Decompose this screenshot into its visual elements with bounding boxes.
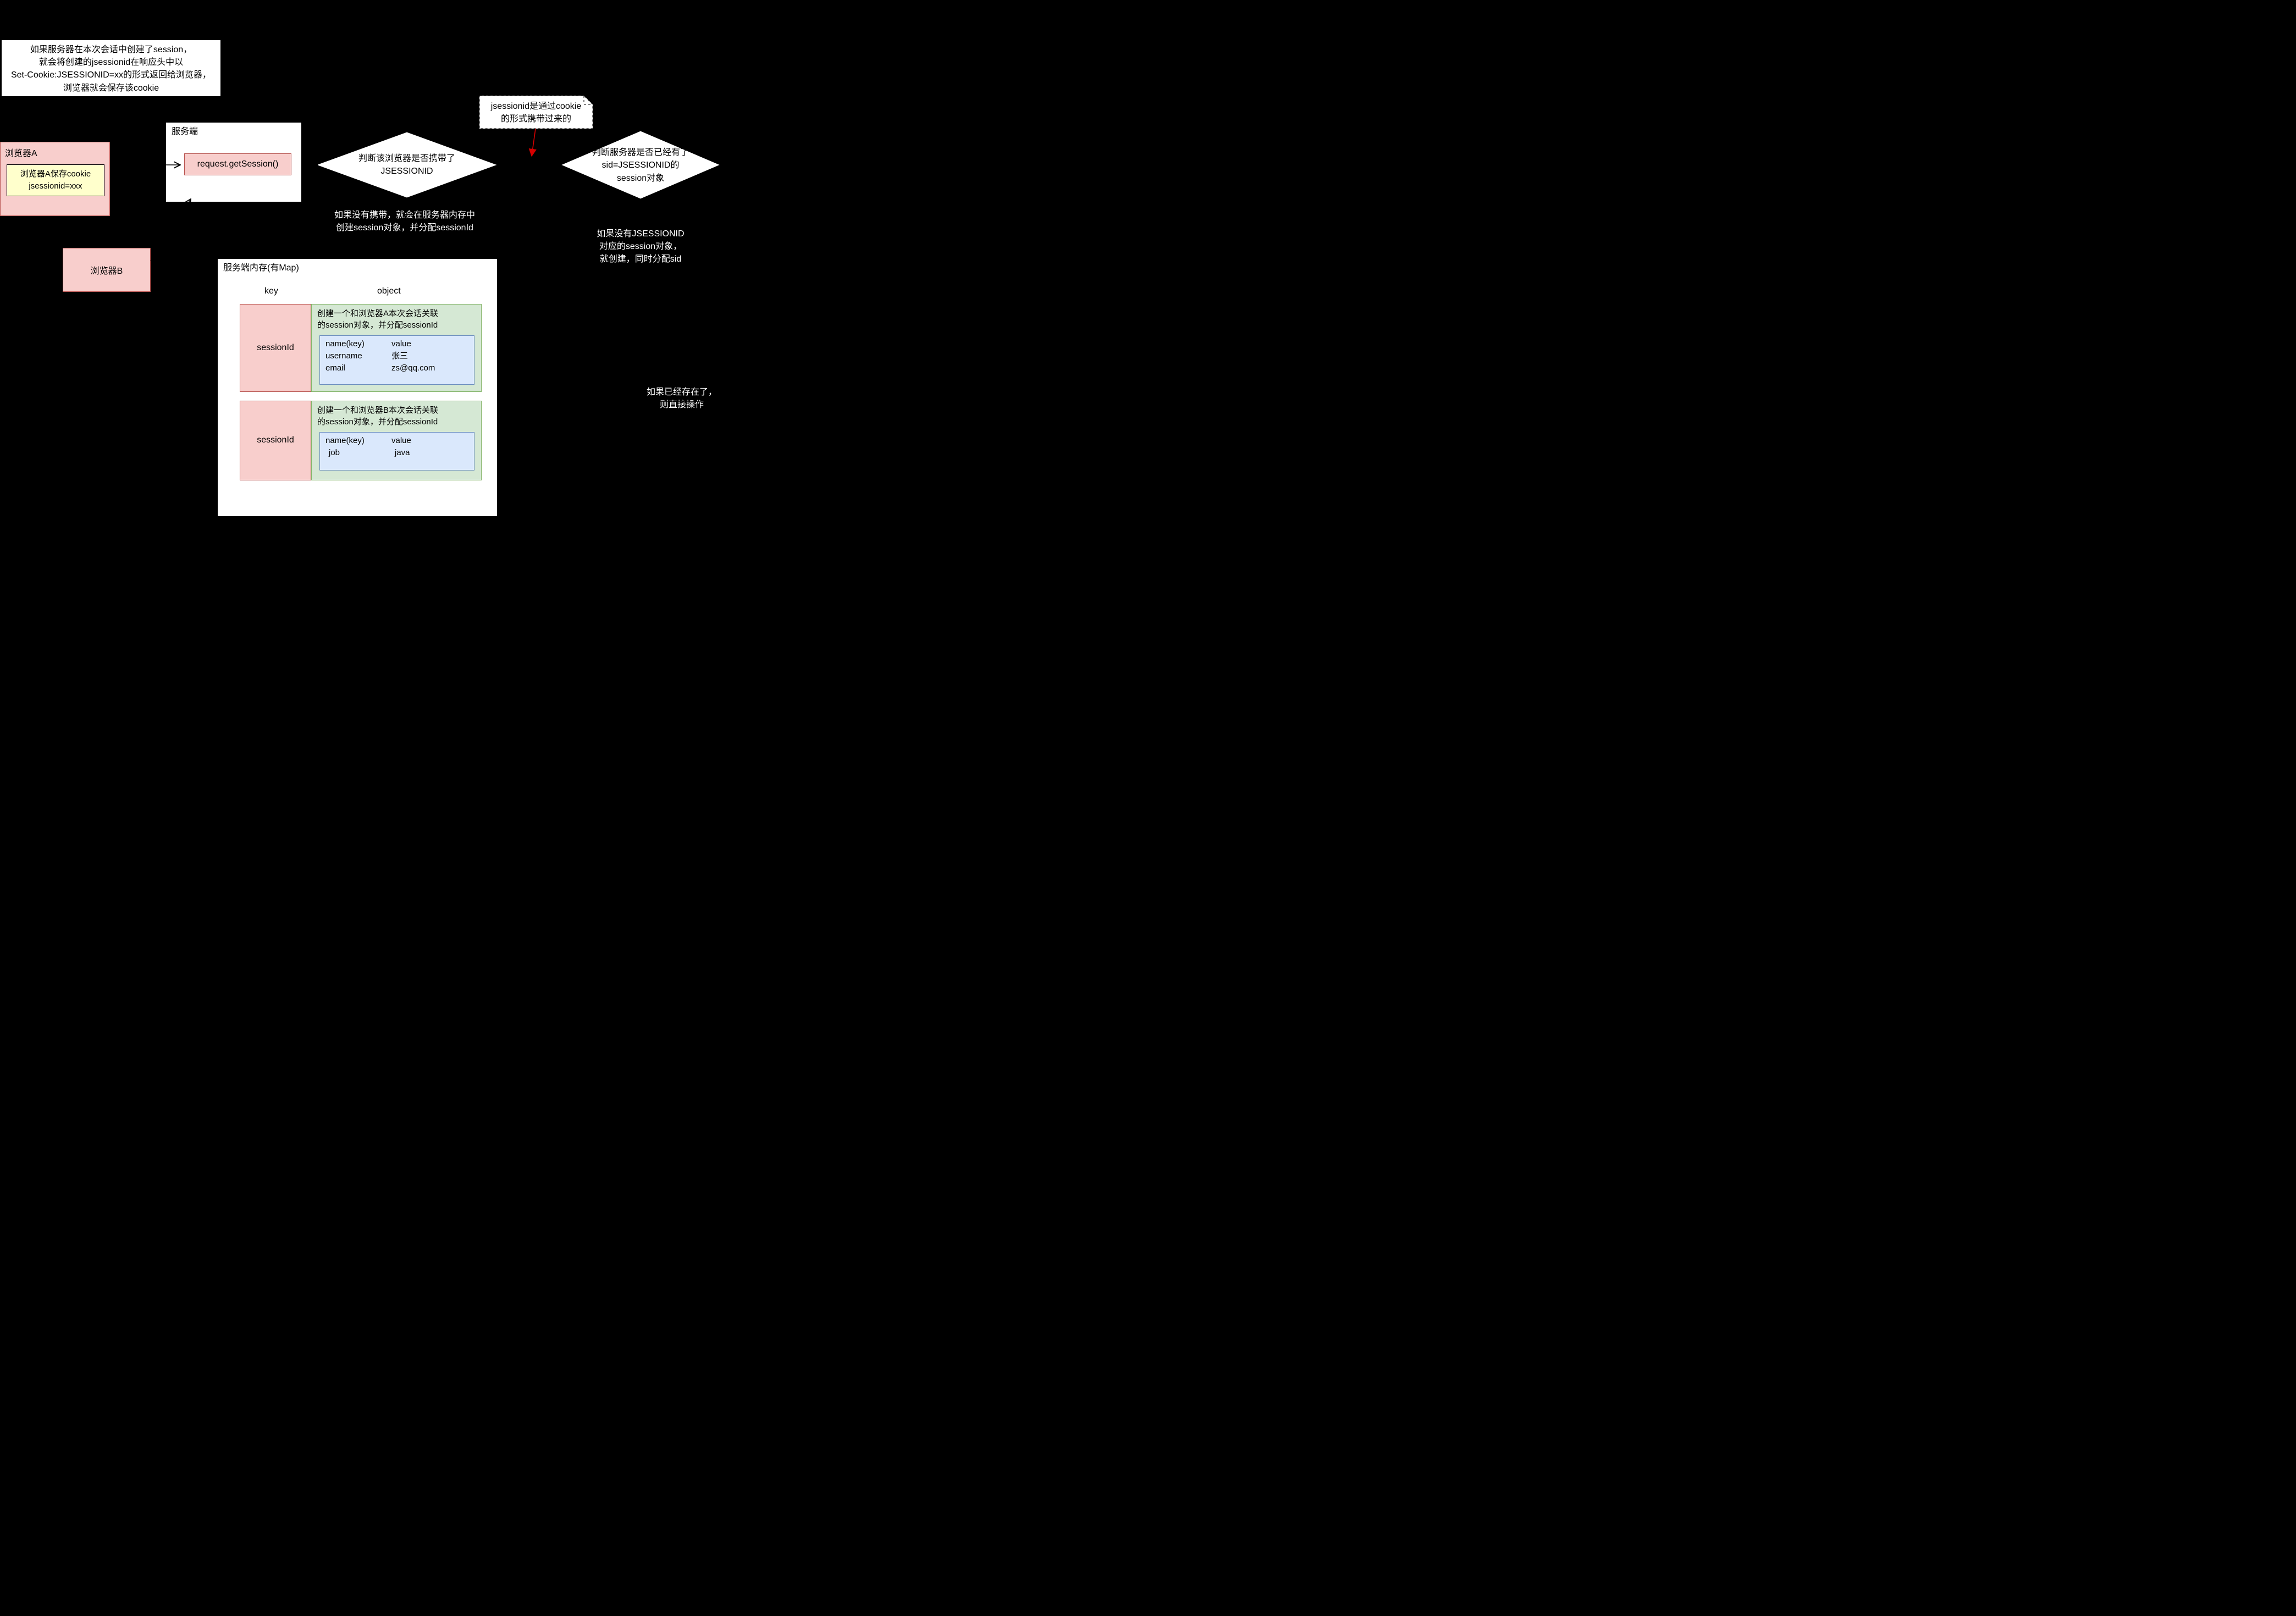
diagram-canvas: 如果服务器在本次会话中创建了session， 就会将创建的jsessionid在…	[0, 0, 765, 539]
arrow-note-to-label	[532, 129, 536, 156]
mem-rowB-desc1: 创建一个和浏览器B本次会话关联	[312, 401, 481, 416]
note-cookie-text: jsessionid是通过cookie 的形式携带过来的	[479, 96, 593, 129]
server-box-title: 服务端	[166, 123, 301, 141]
mem-rowA-r0: username 张三	[325, 350, 468, 362]
mem-rowB-obj: 创建一个和浏览器B本次会话关联 的session对象，并分配sessionId …	[311, 401, 482, 480]
server-method-label: request.getSession()	[197, 158, 279, 170]
text-no-session: 如果没有JSESSIONID 对应的session对象， 就创建，同时分配sid	[572, 228, 709, 266]
browser-b-title: 浏览器B	[91, 263, 123, 276]
mem-rowB-r0: job java	[325, 447, 468, 459]
browser-b: 浏览器B	[63, 248, 151, 292]
arrow-diamond2-to-exists	[501, 165, 748, 401]
note-top-line3: Set-Cookie:JSESSIONID=xx的形式返回给浏览器，	[5, 69, 217, 81]
mem-rowB-hdr: name(key) value	[325, 435, 468, 447]
arrow-browserB-to-server	[151, 199, 191, 261]
browser-a-cookie-line1: 浏览器A保存cookie	[9, 168, 102, 180]
mem-rowA-desc1: 创建一个和浏览器A本次会话关联	[312, 305, 481, 319]
memory-box-title: 服务端内存(有Map)	[218, 259, 497, 278]
note-cookie-line1: jsessionid是通过cookie	[483, 100, 589, 113]
col-object: object	[377, 285, 401, 297]
mem-rowA-hdr: name(key) value	[325, 338, 468, 350]
arrow-diamond2-to-memory	[501, 267, 641, 340]
mem-rowA-table: name(key) value username 张三 email zs@qq.…	[319, 335, 474, 385]
mem-rowB-key: sessionId	[240, 401, 311, 480]
mem-rowA-desc2: 的session对象，并分配sessionId	[312, 319, 481, 333]
diamond-1-line2: JSESSIONID	[380, 165, 433, 178]
col-key: key	[264, 285, 278, 297]
diamond-2-line1: 判断服务器是否已经有了	[592, 146, 689, 159]
text-no-carry: 如果没有携带，就会在服务器内存中 创建session对象，并分配sessionI…	[319, 209, 490, 234]
browser-a-title: 浏览器A	[1, 142, 109, 162]
mem-rowB-table: name(key) value job java	[319, 432, 474, 471]
note-cookie-line2: 的形式携带过来的	[483, 113, 589, 125]
diamond-1-text: 判断该浏览器是否携带了 JSESSIONID	[335, 151, 478, 179]
mem-rowA-r1: email zs@qq.com	[325, 362, 468, 374]
browser-a-cookie-line2: jsessionid=xxx	[9, 180, 102, 192]
diamond-2-line3: session对象	[617, 172, 664, 185]
mem-rowA-key: sessionId	[240, 304, 311, 392]
diamond-1-line1: 判断该浏览器是否携带了	[358, 152, 455, 165]
diamond-2-text: 判断服务器是否已经有了 sid=JSESSIONID的 session对象	[580, 146, 701, 185]
server-method: request.getSession()	[184, 153, 291, 175]
note-top-line1: 如果服务器在本次会话中创建了session，	[5, 43, 217, 56]
mem-rowA-obj: 创建一个和浏览器A本次会话关联 的session对象，并分配sessionId …	[311, 304, 482, 392]
browser-a-cookie: 浏览器A保存cookie jsessionid=xxx	[7, 164, 104, 196]
note-top-line4: 浏览器就会保存该cookie	[5, 82, 217, 95]
memory-box: 服务端内存(有Map) key object sessionId 创建一个和浏览…	[217, 258, 498, 517]
browser-a: 浏览器A 浏览器A保存cookie jsessionid=xxx	[0, 142, 110, 216]
server-box: 服务端 request.getSession()	[165, 122, 302, 202]
text-exists: 如果已经存在了， 则直接操作	[627, 386, 737, 411]
mem-rowB-desc2: 的session对象，并分配sessionId	[312, 416, 481, 430]
note-top-line2: 就会将创建的jsessionid在响应头中以	[5, 56, 217, 69]
edge-label-carry: 如果携带了	[500, 159, 561, 171]
note-top: 如果服务器在本次会话中创建了session， 就会将创建的jsessionid在…	[1, 40, 221, 97]
diamond-2-line2: sid=JSESSIONID的	[602, 159, 680, 171]
